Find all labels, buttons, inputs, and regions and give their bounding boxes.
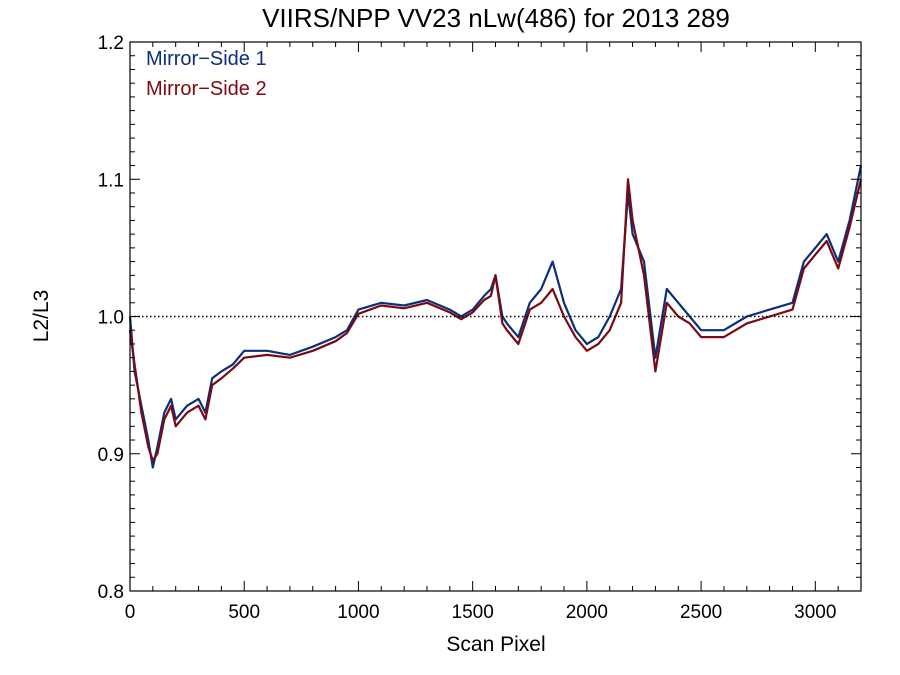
x-tick-label: 500 — [228, 602, 260, 623]
x-tick-label: 1000 — [337, 602, 379, 623]
y-tick-label: 0.8 — [98, 582, 124, 603]
y-tick-label: 0.9 — [98, 445, 124, 466]
x-tick-label: 1500 — [452, 602, 494, 623]
x-axis-label: Scan Pixel — [446, 633, 545, 656]
ticks-layer: 0 500 1000 1500 2000 2500 3000 0.8 0.9 1.0 1.1 1.2 — [98, 33, 862, 623]
series-line-2 — [128, 178, 863, 462]
series-layer — [128, 165, 863, 469]
legend-entry-mirror-side-2: Mirror−Side 2 — [146, 78, 267, 100]
chart-title: VIIRS/NPP VV23 nLw(486) for 2013 289 — [262, 3, 730, 33]
legend-entry-mirror-side-1: Mirror−Side 1 — [146, 48, 267, 70]
x-tick-label: 2000 — [566, 602, 608, 623]
y-axis-label: L2/L3 — [30, 290, 53, 343]
x-tick-label: 3000 — [794, 602, 836, 623]
x-tick-label: 0 — [125, 602, 136, 623]
legend: Mirror−Side 1 Mirror−Side 2 — [146, 48, 267, 100]
x-tick-label: 2500 — [680, 602, 722, 623]
y-tick-label: 1.0 — [98, 308, 124, 329]
y-tick-label: 1.2 — [98, 33, 124, 54]
y-tick-label: 1.1 — [98, 170, 124, 191]
